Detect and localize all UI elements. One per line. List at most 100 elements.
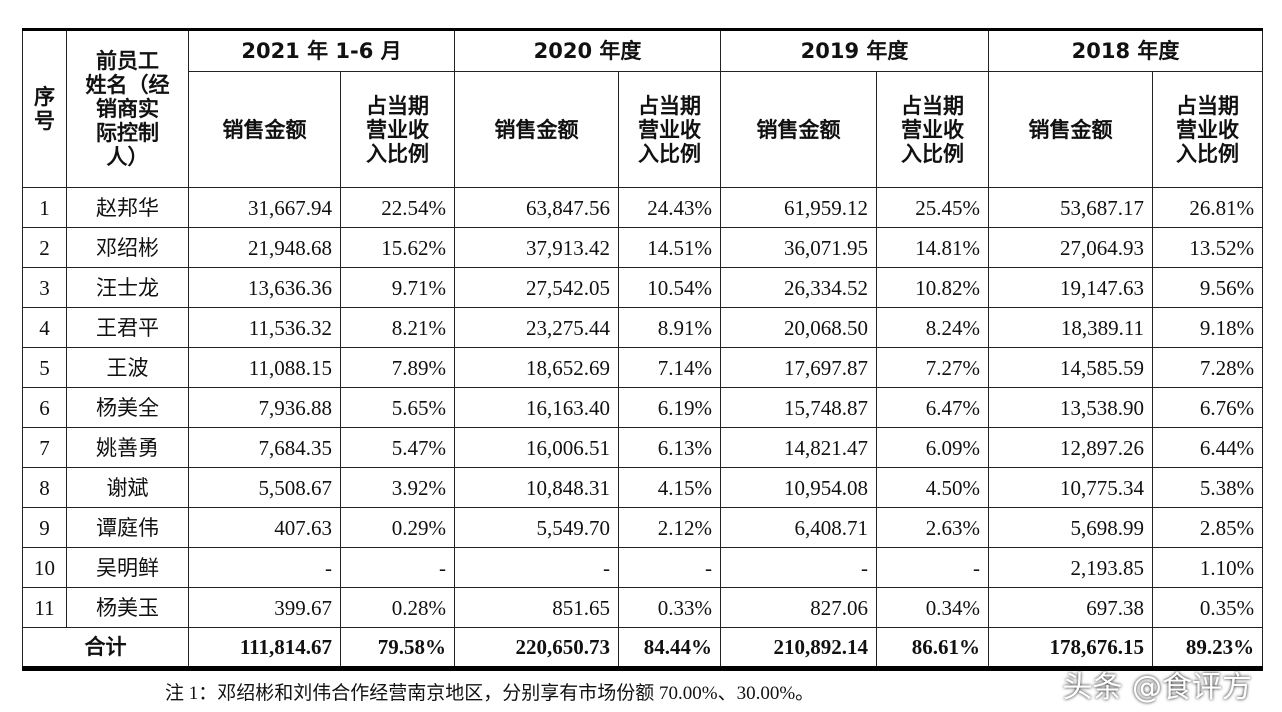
table-cell: 0.28%: [339, 587, 456, 628]
header-cell: 销售金额: [988, 71, 1154, 188]
table-cell: 11,536.32: [188, 307, 341, 348]
table-cell: 6.44%: [1152, 427, 1264, 468]
table-cell: 9.71%: [339, 267, 456, 308]
table-cell: 5.47%: [339, 427, 456, 468]
table-cell: 25.45%: [876, 187, 990, 228]
header-row: 销售金额 占当期 营业收 入比例 销售金额 占当期 营业收 入比例 销售金额 占当期 营业收 入比例销…: [23, 71, 1264, 188]
table-cell: 697.38: [988, 587, 1154, 628]
table-cell: 63,847.56: [454, 187, 620, 228]
table-cell: 4.50%: [876, 467, 990, 508]
table-cell: 13.52%: [1152, 227, 1264, 268]
table-cell: 邓绍彬: [66, 227, 189, 268]
table-cell: 7,684.35: [188, 427, 341, 468]
table-cell: 15.62%: [339, 227, 456, 268]
total-cell: 220,650.73: [454, 627, 620, 669]
table-cell: 7.89%: [339, 347, 456, 388]
table-row: 11 杨美玉 399.67 0.28% 851.65 0.33% 827.06 0.34% 69…: [22, 587, 1264, 628]
table-cell: 5.65%: [339, 387, 456, 428]
table-cell: 2: [22, 227, 67, 268]
table-cell: 24.43%: [618, 187, 722, 228]
table-cell: 6.13%: [618, 427, 722, 468]
table-cell: 7: [22, 427, 67, 468]
header-line: 入比例: [638, 141, 702, 166]
table-cell: 杨美玉: [66, 587, 189, 628]
header-line: 号: [34, 109, 55, 133]
table-cell: 2.12%: [618, 507, 722, 548]
header-cell: 占当期 营业收 入比例: [1152, 71, 1264, 188]
table-cell: 3: [22, 267, 67, 308]
table-cell: 61,959.12: [720, 187, 878, 228]
table-cell: 27,542.05: [454, 267, 620, 308]
table-cell: 5.38%: [1152, 467, 1264, 508]
table-cell: 23,275.44: [454, 307, 620, 348]
header-cell: 销售金额: [454, 71, 620, 188]
header-line: 际控制: [96, 121, 159, 145]
table-cell: 16,006.51: [454, 427, 620, 468]
header-cell: 销售金额: [720, 71, 878, 188]
header-cell: 前员工 姓名（经 销商实 际控制 人）: [66, 29, 189, 188]
table-cell: 13,636.36: [188, 267, 341, 308]
table-cell: 12,897.26: [988, 427, 1154, 468]
table-cell: 7,936.88: [188, 387, 341, 428]
table-row: 3 汪士龙 13,636.36 9.71% 27,542.05 10.54% 26,334.…: [22, 267, 1264, 308]
header-cell: 占当期 营业收 入比例: [618, 71, 722, 188]
table-row: 8 谢斌 5,508.67 3.92% 10,848.31 4.15% 10,954.08 4…: [22, 467, 1264, 508]
total-cell: 178,676.15: [988, 627, 1154, 669]
table-cell: 4.15%: [618, 467, 722, 508]
table-cell: 2.85%: [1152, 507, 1264, 548]
table-cell: 8.21%: [339, 307, 456, 348]
total-row: 合计 111,814.67 79.58% 220,650.73 84.44% 210,89…: [22, 627, 1264, 669]
table-cell: 谢斌: [66, 467, 189, 508]
table-cell: 王君平: [66, 307, 189, 348]
table-cell: 2,193.85: [988, 547, 1154, 588]
total-cell: 89.23%: [1152, 627, 1264, 669]
header-cell: 占当期 营业收 入比例: [876, 71, 990, 188]
total-cell: 86.61%: [876, 627, 990, 669]
header-line: 占当期: [638, 93, 702, 118]
total-cell: 210,892.14: [720, 627, 878, 669]
table-cell: 31,667.94: [188, 187, 341, 228]
table-cell: 9: [22, 507, 67, 548]
table-cell: 1: [22, 187, 67, 228]
table-cell: 18,389.11: [988, 307, 1154, 348]
header-line: 占当期: [1176, 93, 1240, 118]
table-cell: 10,848.31: [454, 467, 620, 508]
table-cell: 14,585.59: [988, 347, 1154, 388]
table-cell: 3.92%: [339, 467, 456, 508]
header-cell: 占当期 营业收 入比例: [339, 71, 456, 188]
table-cell: 7.27%: [876, 347, 990, 388]
total-cell: 79.58%: [339, 627, 456, 669]
table-cell: 6,408.71: [720, 507, 878, 548]
table-cell: 10.54%: [618, 267, 722, 308]
header-line: 营业收: [638, 117, 702, 142]
table-cell: 827.06: [720, 587, 878, 628]
table-cell: 37,913.42: [454, 227, 620, 268]
header-line: 营业收: [901, 117, 965, 142]
table-cell: 19,147.63: [988, 267, 1154, 308]
table-cell: 22.54%: [339, 187, 456, 228]
header-line: 入比例: [901, 141, 965, 166]
table-cell: 8: [22, 467, 67, 508]
table-row: 6 杨美全 7,936.88 5.65% 16,163.40 6.19% 15,748.87…: [22, 387, 1264, 428]
header-row: 序号前员工 姓名（经 销商实 际控制 人） 2021 年 1-6 月 2020 年度 2019…: [22, 29, 1264, 188]
table-cell: 6.76%: [1152, 387, 1264, 428]
table-cell: 6.09%: [876, 427, 990, 468]
table-cell: 10,954.08: [720, 467, 878, 508]
table-cell: 9.18%: [1152, 307, 1264, 348]
header-line: 姓名（经: [85, 73, 170, 97]
header-line: 前员工: [96, 49, 159, 73]
table-cell: 13,538.90: [988, 387, 1154, 428]
table-cell: 8.24%: [876, 307, 990, 348]
table-cell: 汪士龙: [66, 267, 189, 308]
table-cell: 15,748.87: [720, 387, 878, 428]
header-line: 营业收: [1176, 117, 1240, 142]
header-line: 销商实: [96, 97, 159, 121]
table-cell: 谭庭伟: [66, 507, 189, 548]
table-cell: 14.81%: [876, 227, 990, 268]
header-cell: 销售金额: [188, 71, 341, 188]
table-cell: 36,071.95: [720, 227, 878, 268]
table-cell: 851.65: [454, 587, 620, 628]
total-cell: 84.44%: [618, 627, 722, 669]
table-cell: 吴明鲜: [66, 547, 189, 588]
table: 序号前员工 姓名（经 销商实 际控制 人） 2021 年 1-6 月 2020 年度 2019…: [22, 28, 1264, 671]
